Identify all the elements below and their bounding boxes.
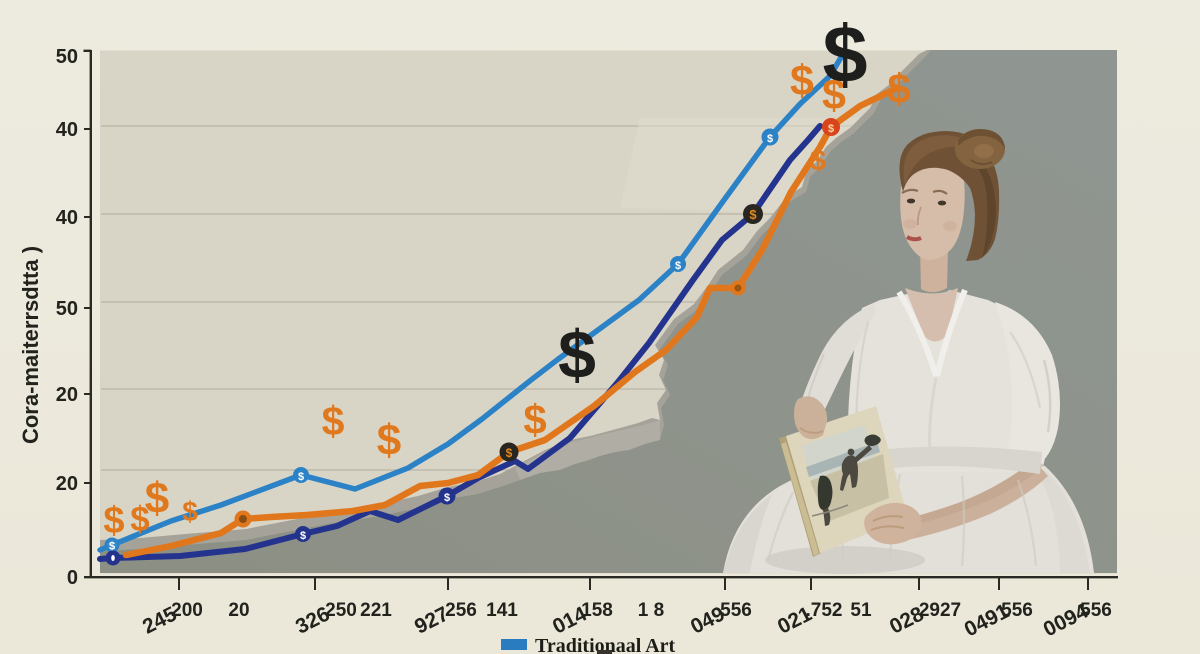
svg-text:0: 0 <box>67 567 78 589</box>
svg-text:$: $ <box>298 471 304 483</box>
svg-text:$: $ <box>322 398 345 444</box>
svg-text:$: $ <box>523 396 546 443</box>
svg-text:$: $ <box>109 541 115 553</box>
svg-text:$: $ <box>130 500 149 539</box>
svg-text:$: $ <box>828 123 834 135</box>
svg-text:556: 556 <box>1080 600 1112 621</box>
svg-text:$: $ <box>767 133 773 145</box>
svg-text:50: 50 <box>56 298 78 320</box>
svg-text:$: $ <box>749 207 757 222</box>
svg-text:20: 20 <box>56 384 78 406</box>
svg-text:158: 158 <box>581 600 613 621</box>
svg-text:$: $ <box>790 57 814 105</box>
svg-text:$: $ <box>300 530 306 542</box>
svg-text:.752: .752 <box>806 600 843 621</box>
svg-text:256: 256 <box>445 600 477 621</box>
svg-text:$: $ <box>182 496 198 527</box>
svg-text:$: $ <box>145 474 169 523</box>
svg-text:40: 40 <box>56 207 78 229</box>
svg-text:$: $ <box>506 446 513 460</box>
svg-text:$: $ <box>377 416 401 465</box>
svg-text:$: $ <box>887 65 910 112</box>
svg-text:$: $ <box>675 260 681 272</box>
svg-text:221: 221 <box>360 600 392 621</box>
svg-text:250: 250 <box>325 600 357 621</box>
svg-text:40: 40 <box>56 119 78 141</box>
svg-text:Traditionaal Art: Traditionaal Art <box>535 635 676 654</box>
svg-text:$: $ <box>810 145 826 177</box>
svg-text:200: 200 <box>171 600 203 621</box>
svg-text:$: $ <box>103 500 124 542</box>
svg-text:20: 20 <box>56 473 78 495</box>
svg-text:50: 50 <box>56 46 78 68</box>
svg-text:$: $ <box>444 492 450 504</box>
svg-text:Cora-maiterrsdtta ): Cora-maiterrsdtta ) <box>18 246 43 444</box>
svg-text:51: 51 <box>850 600 872 621</box>
svg-text:$: $ <box>822 71 846 119</box>
svg-text:$: $ <box>822 10 867 100</box>
svg-text:556: 556 <box>1001 600 1033 621</box>
svg-text:2927: 2927 <box>919 600 961 621</box>
svg-text:1 8: 1 8 <box>638 600 664 621</box>
svg-text:141: 141 <box>486 600 518 621</box>
svg-text:$: $ <box>558 317 596 393</box>
svg-text:556: 556 <box>720 600 752 621</box>
svg-text:20: 20 <box>228 600 249 621</box>
